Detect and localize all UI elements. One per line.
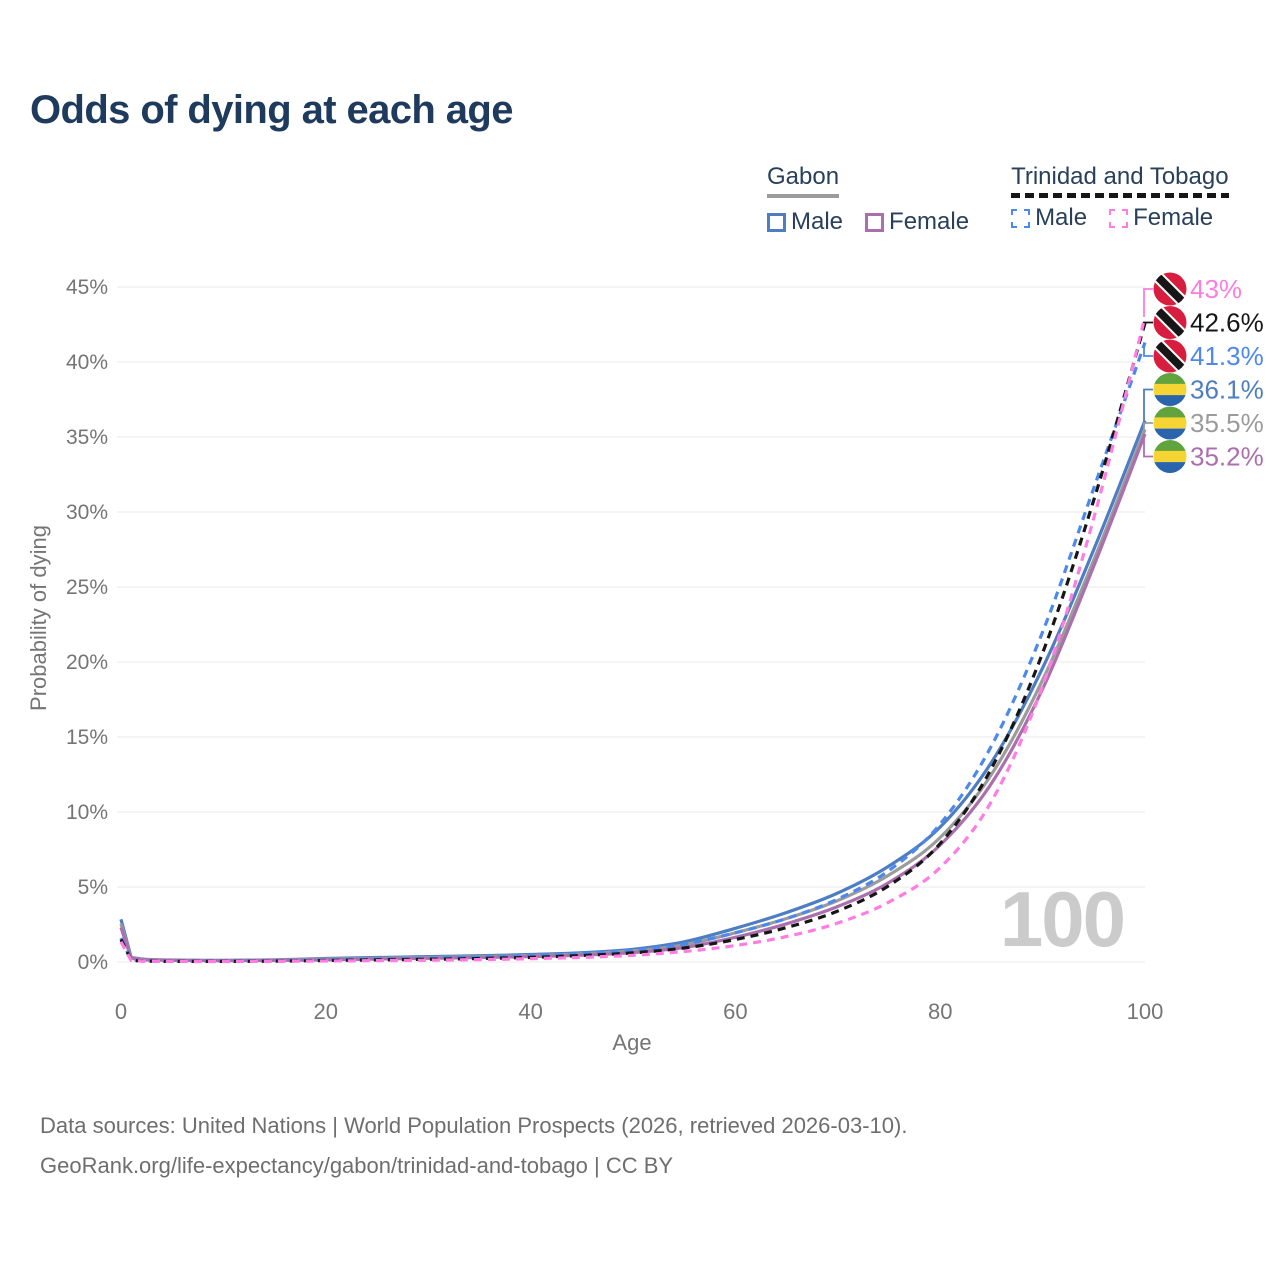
end-label-gabon-both: 35.5% [1190, 408, 1264, 438]
end-label-trinidad-and-tobago-female: 43% [1190, 274, 1242, 304]
trinidad-male-line-swatch-icon [1011, 208, 1031, 228]
flag-trinidad-and-tobago-icon [1153, 339, 1187, 373]
label-connector-gabon-both [1143, 422, 1153, 430]
x-tick-0: 0 [115, 999, 127, 1024]
x-tick-60: 60 [723, 999, 747, 1024]
watermark-age-100: 100 [1000, 875, 1124, 963]
legend-label-trinidad-female: Female [1133, 204, 1214, 231]
y-tick-15: 15% [66, 726, 108, 749]
series-line-trinidad-and-tobago-male[interactable] [119, 341, 1147, 963]
label-connector-trinidad-and-tobago-male [1143, 342, 1153, 357]
series-line-gabon-both[interactable] [119, 428, 1147, 963]
legend-item-trinidad-and-tobago-female[interactable]: Female [1109, 204, 1213, 232]
x-tick-40: 40 [518, 999, 542, 1024]
y-tick-30: 30% [66, 501, 108, 524]
x-tick-20: 20 [314, 999, 338, 1024]
end-label-trinidad-and-tobago-male: 41.3% [1190, 341, 1264, 371]
legend-row-gabon: Male Female [767, 208, 969, 236]
label-connector-trinidad-and-tobago-both [1143, 321, 1153, 324]
label-connector-gabon-male [1143, 388, 1153, 421]
flag-gabon-icon [1153, 406, 1187, 440]
y-tick-10: 10% [66, 801, 108, 824]
gabon-male-line-swatch-icon [767, 212, 786, 232]
label-connector-gabon-female [1143, 434, 1153, 458]
y-tick-0: 0% [78, 951, 108, 974]
end-label-gabon-female: 35.2% [1190, 442, 1264, 472]
y-tick-45: 45% [66, 276, 108, 299]
y-tick-5: 5% [78, 876, 108, 899]
dashed-underline-icon [1011, 193, 1229, 198]
legend-country-trinidad-and-tobago[interactable]: Trinidad and Tobago [1011, 163, 1229, 198]
legend-item-gabon-female[interactable]: Female [865, 208, 969, 236]
flag-trinidad-and-tobago-icon [1153, 272, 1187, 306]
legend-group-trinidad-and-tobago: Trinidad and Tobago Male Female [1011, 163, 1229, 236]
label-connector-trinidad-and-tobago-female [1143, 288, 1153, 317]
end-value-annotations: 43% 42.6%41.3% 36.1%35.5% 35.2% [1143, 272, 1264, 473]
legend-group-gabon: Gabon Male Female [767, 163, 969, 236]
legend-row-trinidad-and-tobago: Male Female [1011, 204, 1229, 232]
y-tick-40: 40% [66, 351, 108, 374]
chart-legend: Gabon Male Female Trinidad and Tobago [767, 163, 1229, 236]
flag-trinidad-and-tobago-icon [1153, 306, 1187, 339]
x-axis-title: Age [612, 1030, 651, 1055]
footer: Data sources: United Nations | World Pop… [40, 1106, 907, 1186]
x-tick-80: 80 [928, 999, 952, 1024]
y-tick-35: 35% [66, 426, 108, 449]
series-lines [119, 316, 1147, 964]
y-axis-title: Probability of dying [26, 525, 51, 711]
gabon-female-line-swatch-icon [865, 212, 885, 232]
legend-country-gabon[interactable]: Gabon [767, 163, 840, 198]
series-line-gabon-male[interactable] [119, 419, 1147, 962]
legend-label-gabon-female: Female [889, 208, 970, 235]
x-tick-100: 100 [1127, 999, 1164, 1024]
series-line-trinidad-and-tobago-both[interactable] [119, 322, 1147, 964]
legend-country-trinidad-and-tobago-label: Trinidad and Tobago [1011, 163, 1229, 190]
end-label-trinidad-and-tobago-both: 42.6% [1190, 308, 1264, 338]
legend-country-gabon-label: Gabon [767, 163, 840, 190]
legend-item-trinidad-and-tobago-male[interactable]: Male [1011, 204, 1087, 232]
legend-item-gabon-male[interactable]: Male [767, 208, 843, 236]
legend-label-trinidad-male: Male [1035, 204, 1088, 231]
y-tick-25: 25% [66, 576, 108, 599]
y-axis-ticks: 0% 5% 10% 15% 20% 25% 30% 35% 40% 45% [66, 276, 108, 974]
trinidad-female-line-swatch-icon [1109, 208, 1129, 228]
series-line-gabon-female[interactable] [119, 433, 1147, 963]
y-tick-20: 20% [66, 651, 108, 674]
flag-gabon-icon [1153, 373, 1187, 406]
flag-gabon-icon [1153, 440, 1187, 473]
footer-data-sources: Data sources: United Nations | World Pop… [40, 1113, 908, 1138]
gridlines [117, 286, 1145, 963]
series-line-trinidad-and-tobago-female[interactable] [119, 316, 1147, 964]
legend-label-gabon-male: Male [791, 208, 844, 235]
end-label-gabon-male: 36.1% [1190, 375, 1264, 405]
page-title: Odds of dying at each age [30, 88, 513, 132]
footer-attribution: GeoRank.org/life-expectancy/gabon/trinid… [40, 1153, 674, 1178]
x-axis-ticks: 0 20 40 60 80 100 [115, 999, 1163, 1024]
